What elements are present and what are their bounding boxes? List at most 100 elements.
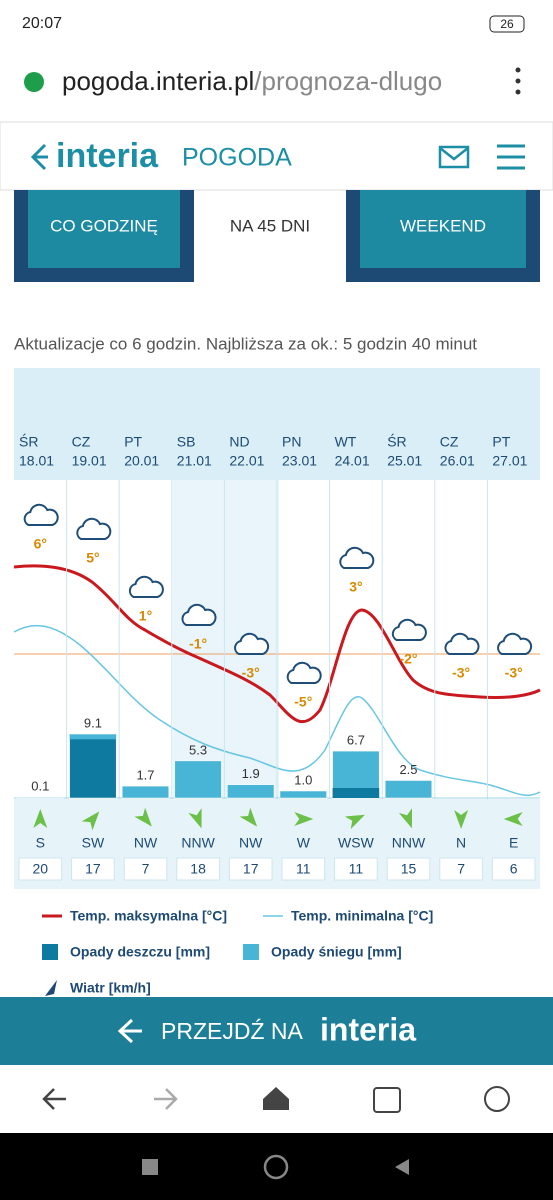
wind-arrow	[454, 810, 469, 829]
precip-bar	[384, 780, 433, 799]
day-date: 24.01	[335, 453, 370, 469]
wind-speed-box	[334, 857, 378, 881]
day-date: 26.01	[440, 453, 475, 469]
temp-label: -3°	[242, 665, 260, 681]
day-name: SB	[177, 434, 196, 450]
precip-label: 6.7	[347, 733, 365, 748]
legend-label: Opady deszczu [mm]	[70, 944, 210, 960]
min-temp-line	[13, 624, 541, 797]
day-date: 25.01	[387, 453, 422, 469]
precip-bar	[16, 797, 64, 799]
nav-tabs[interactable]	[373, 1087, 401, 1113]
day-name: PN	[282, 434, 301, 450]
wind-speed-box	[18, 857, 63, 881]
mail-icon[interactable]	[438, 145, 470, 169]
wind-speed: 20	[33, 861, 49, 877]
legend-label: Wiatr [km/h]	[70, 980, 151, 996]
precip-label: 1.0	[294, 772, 312, 787]
snow-part	[69, 734, 117, 740]
logo[interactable]: interia	[56, 137, 159, 175]
legend-swatch	[243, 944, 259, 960]
tab-label: WEEKEND	[400, 216, 486, 235]
wind-speed-box	[71, 857, 115, 881]
lock-icon	[24, 72, 44, 92]
day-date: 27.01	[492, 453, 527, 469]
wind-direction: WSW	[338, 835, 375, 851]
tab-label[interactable]: NA 45 DNI	[230, 216, 310, 235]
day-name: ŚR	[19, 433, 38, 450]
nav-profile[interactable]	[484, 1086, 510, 1112]
nav-back[interactable]	[42, 1088, 66, 1110]
banner-logo: interia	[320, 1011, 416, 1047]
weather-icon	[391, 618, 427, 641]
legend-swatch	[42, 944, 58, 960]
legend-label: Opady śniegu [mm]	[271, 944, 402, 960]
precip-bar	[121, 785, 170, 799]
wind-speed: 6	[510, 861, 518, 877]
weather-icon	[286, 661, 322, 684]
wind-speed-box	[228, 857, 273, 881]
wind-speed-box	[176, 857, 220, 881]
wind-speed: 18	[190, 861, 206, 877]
day-name: CZ	[72, 434, 91, 450]
precip-bar	[279, 790, 327, 799]
rain-part	[332, 788, 380, 798]
weather-icon	[339, 546, 375, 569]
url-path: /prognoza-dlugo	[254, 66, 442, 96]
legend-label: Temp. minimalna [°C]	[291, 908, 433, 924]
wind-direction: NW	[134, 835, 158, 851]
temp-label: 5°	[86, 550, 99, 566]
menu-dots[interactable]	[515, 67, 521, 95]
day-name: PT	[124, 434, 142, 450]
banner[interactable]	[0, 997, 553, 1065]
wind-direction: NW	[239, 835, 263, 851]
day-name: ND	[229, 434, 249, 450]
precip-label: 0.1	[31, 779, 49, 794]
wind-speed: 17	[243, 861, 259, 877]
wind-speed: 17	[85, 861, 101, 877]
wind-arrow	[134, 807, 152, 827]
day-date: 22.01	[229, 453, 264, 469]
day-name: CZ	[440, 434, 459, 450]
wind-speed: 15	[401, 861, 417, 877]
wind-direction: NNW	[181, 835, 215, 851]
battery	[489, 15, 525, 33]
temp-label: 3°	[349, 579, 362, 595]
precip-label: 1.7	[136, 768, 154, 783]
weather-icon	[444, 632, 480, 655]
update-note: Aktualizacje co 6 godzin. Najbliższa za …	[14, 334, 477, 353]
wind-speed: 11	[349, 861, 364, 877]
day-name: PT	[492, 434, 510, 450]
precip-bar	[69, 734, 117, 799]
wind-arrow	[239, 807, 258, 827]
precip-label: 5.3	[189, 742, 207, 757]
back-arrow[interactable]	[30, 143, 48, 171]
nav-forward[interactable]	[154, 1088, 178, 1110]
weather-icon	[23, 503, 59, 526]
wind-arrow	[81, 811, 100, 831]
wind-arrow	[188, 808, 202, 829]
days-header	[14, 368, 540, 480]
sys-back[interactable]	[395, 1159, 409, 1175]
temp-label: -3°	[452, 665, 470, 681]
temp-label: -2°	[399, 651, 417, 667]
wind-speed-box	[123, 857, 168, 881]
wind-speed-box	[491, 857, 536, 881]
url[interactable]: pogoda.interia.pl/prognoza-dlugo	[62, 66, 442, 96]
day-date: 21.01	[177, 453, 212, 469]
precip-label: 9.1	[84, 716, 102, 731]
weather-icon	[76, 517, 112, 540]
sys-home[interactable]	[263, 1154, 289, 1180]
wind-speed: 7	[457, 861, 465, 877]
battery-level: 26	[500, 17, 514, 31]
wind-direction: NNW	[392, 835, 426, 851]
nav-home[interactable]	[263, 1087, 289, 1110]
wind-direction: S	[36, 835, 45, 851]
temp-label: 6°	[34, 536, 47, 552]
wind-speed-box	[386, 857, 431, 881]
wind-direction: SW	[82, 835, 105, 851]
hamburger[interactable]	[497, 144, 525, 170]
temp-label: -5°	[294, 694, 312, 710]
sys-recent[interactable]	[142, 1159, 158, 1175]
